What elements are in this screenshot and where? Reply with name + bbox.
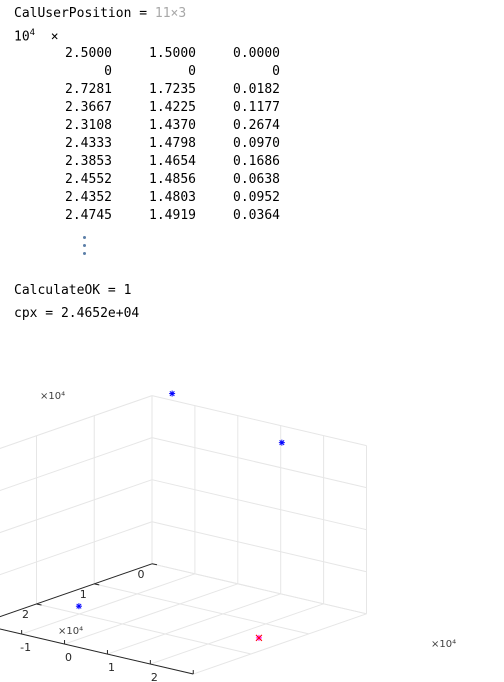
x-tick-label: 0: [65, 651, 72, 664]
grid-line: [64, 583, 238, 645]
data-point: [278, 439, 285, 446]
matrix-cell: 0.1177: [233, 100, 280, 115]
cpx-output: cpx = 2.4652e+04: [14, 306, 140, 321]
matrix-cell: 0.0000: [233, 46, 280, 61]
matrix-cell: 1.5000: [149, 46, 196, 61]
matrix-cell: 1.4225: [149, 100, 196, 115]
data-point-stroke: [255, 634, 263, 642]
matrix-cell: 0: [272, 64, 280, 79]
data-point-stroke: [169, 390, 175, 397]
plot-axes: [0, 563, 194, 675]
matrix-cell: 1.4803: [149, 190, 196, 205]
equals-sign: =: [139, 6, 148, 21]
matrix-cell: 0.2674: [233, 118, 280, 133]
scale-factor: 104 ×: [14, 28, 59, 44]
y-axis-line: [0, 563, 153, 618]
grid-line: [151, 521, 367, 573]
data-point: [75, 603, 82, 610]
grid-line: [151, 479, 367, 531]
data-point: [169, 390, 176, 397]
grid-line: [0, 521, 153, 576]
y-tick-label: 0: [138, 568, 145, 581]
matrix-cell: 1.4370: [149, 118, 196, 133]
scale-base: 10: [14, 29, 30, 45]
x-tick-label: 1: [108, 661, 115, 674]
matrix-cell: 0.1686: [233, 154, 280, 169]
y-tick: [151, 563, 158, 566]
z-axis-exponent: ×10⁴: [40, 391, 65, 402]
ellipsis-dot: [83, 244, 86, 247]
matrix-cell: 0.0364: [233, 208, 280, 223]
tick-labels: -2-10123012301234×10⁴×10⁴×10⁴: [20, 391, 456, 682]
x-axis-exponent: ×10⁴: [431, 639, 456, 650]
y-tick-label: 1: [80, 588, 87, 601]
y-tick: [94, 583, 100, 586]
matrix-cell: 2.5000: [65, 46, 112, 61]
matrix-cell: 2.4552: [65, 172, 112, 187]
matrix-cell: 0: [188, 64, 196, 79]
matrix-cell: 1.4654: [149, 154, 196, 169]
ellipsis-dot: [83, 252, 86, 255]
grid-line: [0, 479, 153, 534]
data-points: [75, 390, 285, 642]
grid-line: [151, 437, 367, 489]
x-tick-label: -1: [20, 641, 31, 654]
matrix-cell: 2.3853: [65, 154, 112, 169]
scale-times: ×: [50, 29, 59, 45]
plot-grid: [0, 395, 367, 675]
matrix-cell: 2.4745: [65, 208, 112, 223]
ellipsis-dot: [83, 236, 86, 239]
grid-line: [151, 563, 367, 615]
data-point: [255, 634, 263, 642]
matrix-cell: 0: [104, 64, 112, 79]
calculate-ok-output: CalculateOK = 1: [14, 283, 132, 298]
scatter3-plot[interactable]: -2-10123012301234×10⁴×10⁴×10⁴: [0, 340, 504, 682]
matrix-cell: 2.4333: [65, 136, 112, 151]
grid-line: [193, 613, 367, 675]
matrix-cell: 2.4352: [65, 190, 112, 205]
matrix-cell: 2.7281: [65, 82, 112, 97]
variable-name: CalUserPosition: [14, 6, 132, 21]
data-point-stroke: [279, 440, 285, 446]
scale-exponent: 4: [29, 28, 36, 38]
matrix-cell: 2.3667: [65, 100, 112, 115]
grid-line: [0, 437, 153, 492]
matrix-cell: 1.4798: [149, 136, 196, 151]
matrix-size: 11×3: [154, 6, 187, 21]
matrix-cell: 0.0952: [233, 190, 280, 205]
grid-line: [107, 593, 281, 655]
matrix-cell: 0.0638: [233, 172, 280, 187]
data-point-stroke: [76, 603, 82, 609]
matrix-cell: 2.3108: [65, 118, 112, 133]
grid-line: [21, 573, 196, 635]
grid-line: [0, 395, 153, 449]
matrix-header: CalUserPosition = 11×3: [14, 6, 186, 21]
matrix-cell: 0.0970: [233, 136, 280, 151]
y-axis-exponent: ×10⁴: [58, 626, 83, 637]
y-tick-label: 2: [22, 608, 29, 621]
x-tick-label: 2: [151, 671, 158, 682]
matrix-cell: 1.4919: [149, 208, 196, 223]
grid-line: [150, 603, 324, 665]
matrix-cell: 1.4856: [149, 172, 196, 187]
grid-line: [94, 583, 309, 635]
grid-line: [151, 395, 367, 447]
y-tick: [36, 603, 42, 606]
x-axis-line: [0, 628, 194, 675]
matrix-cell: 1.7235: [149, 82, 196, 97]
matrix-cell: 0.0182: [233, 82, 280, 97]
grid-line: [36, 603, 252, 655]
